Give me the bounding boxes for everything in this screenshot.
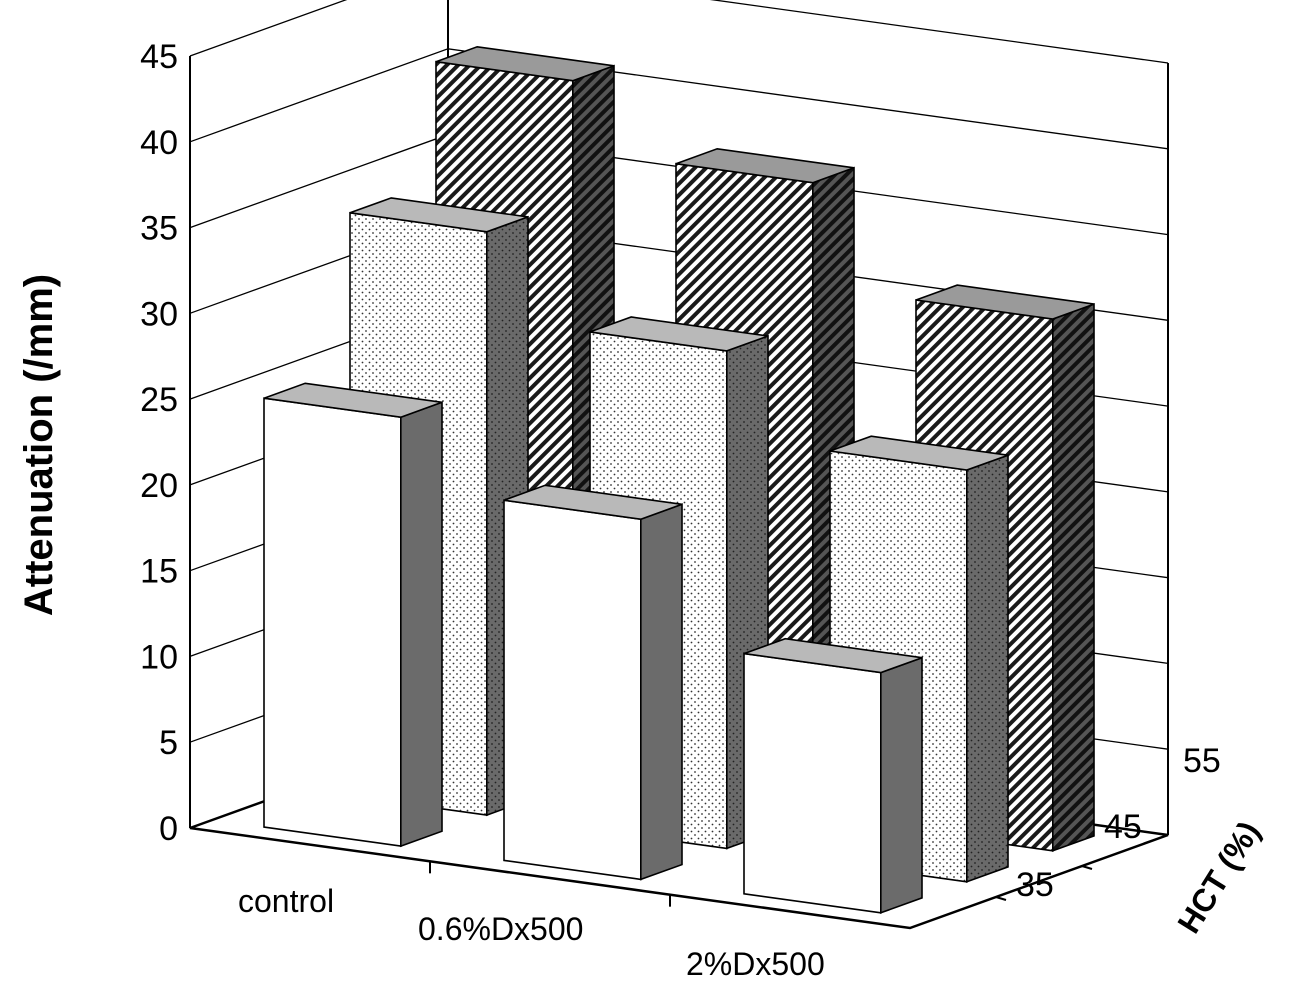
y-tick-label: 30: [140, 295, 178, 333]
bar-top-face: [743, 637, 923, 674]
y-tick-label: 15: [140, 553, 178, 591]
bar-side-face: [639, 503, 683, 881]
depth-tick-1: [995, 896, 1007, 901]
series-label: 45: [1104, 808, 1142, 846]
bar-front-face: [263, 397, 402, 848]
bar-top-face: [589, 316, 769, 352]
gridline-8: [189, 48, 1169, 150]
category-label: 2%Dx500: [686, 946, 825, 982]
bar-side-face: [879, 656, 923, 914]
series-label: 35: [1016, 866, 1054, 904]
y-tick-label: 10: [140, 638, 178, 676]
bar-top-face: [915, 284, 1095, 320]
y-axis: 0 5 10 15 20 25 30 35 40 45 control 0.6%Dx500 2%Dx50…: [140, 38, 1221, 982]
bars-group: [263, 45, 1095, 914]
y-tick-label: 45: [140, 38, 178, 76]
y-tick-label: 20: [140, 467, 178, 505]
y-tick-label: 35: [140, 210, 178, 248]
bar-top-face: [349, 197, 529, 233]
category-label: 0.6%Dx500: [418, 911, 583, 947]
y-tick-label: 25: [140, 381, 178, 419]
bar-side-face: [399, 401, 443, 848]
y-tick-label: 5: [159, 724, 178, 762]
bar-front-face: [503, 499, 642, 881]
bar-top-face: [503, 484, 683, 521]
y-tick-label: 0: [159, 810, 178, 848]
depth-tick-2: [1081, 865, 1093, 870]
bar-1-0: [503, 484, 683, 881]
bar-side-face: [1052, 302, 1095, 852]
y-tick-label: 40: [140, 124, 178, 162]
z-axis-label: HCT (%): [1170, 815, 1266, 940]
category-label: control: [238, 883, 334, 919]
bar-front-face: [743, 652, 882, 914]
bar-top-face: [435, 45, 615, 82]
bar-top-face: [829, 435, 1009, 471]
y-axis-label: Attenuation (/mm): [17, 274, 61, 616]
bar-top-face: [675, 147, 855, 184]
series-label: 55: [1183, 742, 1221, 780]
gridline-9: [189, 0, 1169, 64]
bar-2-0: [743, 637, 923, 914]
bar-top-face: [263, 382, 443, 419]
bar-side-face: [965, 454, 1009, 883]
bar-0-0: [263, 382, 443, 848]
